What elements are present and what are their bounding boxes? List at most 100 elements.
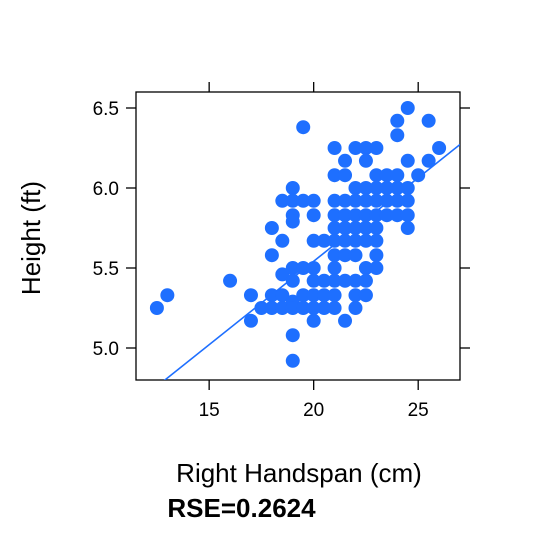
y-tick-label: 6.5 [93, 99, 119, 120]
data-point [338, 193, 353, 208]
data-point [296, 120, 311, 135]
data-point [379, 193, 394, 208]
data-point [275, 267, 290, 282]
data-point [358, 181, 373, 195]
data-point [264, 301, 279, 315]
rse-caption: RSE=0.2624 [0, 493, 537, 524]
data-point [379, 168, 394, 183]
data-point [369, 208, 384, 223]
data-point [306, 288, 321, 303]
data-point [369, 168, 384, 183]
y-tick-label: 5.5 [93, 259, 119, 280]
x-tick-label: 15 [199, 400, 220, 421]
data-point [432, 141, 447, 155]
y-axis-title: Height (ft) [16, 181, 46, 295]
data-point [348, 273, 363, 288]
data-point [390, 181, 405, 195]
data-point [254, 301, 269, 315]
data-point [306, 273, 321, 288]
data-point [369, 193, 384, 208]
data-point [338, 208, 353, 223]
data-point [275, 288, 290, 303]
data-point [358, 193, 373, 208]
data-point [348, 288, 363, 303]
data-point [306, 233, 321, 248]
data-point [338, 233, 353, 248]
data-point [369, 233, 384, 248]
data-point [390, 128, 405, 143]
data-point [358, 273, 373, 288]
data-point [296, 261, 311, 275]
data-point [285, 353, 300, 368]
data-point [264, 248, 279, 263]
data-point [338, 273, 353, 288]
data-point [358, 208, 373, 223]
data-point [285, 261, 300, 275]
data-point [306, 208, 321, 223]
data-point [327, 208, 342, 223]
data-point [327, 288, 342, 303]
data-point [390, 113, 405, 128]
data-point [327, 301, 342, 315]
data-point [358, 261, 373, 275]
data-point [285, 181, 300, 195]
data-point [317, 301, 332, 315]
data-point [275, 301, 290, 315]
data-point [327, 168, 342, 183]
data-point [358, 288, 373, 303]
rse-value: RSE=0.2624 [167, 493, 316, 523]
data-point [285, 273, 300, 288]
data-point [338, 248, 353, 263]
data-point [348, 301, 363, 315]
data-point [285, 193, 300, 208]
data-point [327, 221, 342, 235]
data-point [317, 288, 332, 303]
data-point [400, 153, 415, 168]
data-point [306, 313, 321, 328]
data-point [285, 328, 300, 343]
data-point [348, 141, 363, 155]
data-point [327, 233, 342, 248]
data-point [327, 261, 342, 275]
data-point [390, 193, 405, 208]
axis-ticks [126, 82, 470, 390]
data-point [338, 153, 353, 168]
plot-area [135, 91, 461, 381]
data-point [411, 168, 426, 183]
data-point [264, 288, 279, 303]
y-tick-label: 5.0 [93, 339, 119, 360]
data-point [223, 273, 238, 288]
data-point [369, 141, 384, 155]
data-point [390, 208, 405, 223]
data-point [369, 181, 384, 195]
data-point [264, 221, 279, 235]
data-point [348, 181, 363, 195]
data-point [296, 288, 311, 303]
data-point [338, 221, 353, 235]
data-point [400, 208, 415, 223]
data-point [400, 193, 415, 208]
data-point [348, 233, 363, 248]
data-point [369, 261, 384, 275]
data-point [149, 301, 164, 315]
data-point [358, 141, 373, 155]
data-point [285, 301, 300, 315]
x-tick-label: 20 [303, 400, 324, 421]
data-point [421, 113, 436, 128]
data-point [338, 313, 353, 328]
data-point [348, 248, 363, 263]
data-point [317, 273, 332, 288]
data-point [327, 248, 342, 263]
data-point [306, 261, 321, 275]
data-point [296, 301, 311, 315]
tick-labels: 15 20 25 5.0 5.5 6.0 6.5 [93, 99, 429, 421]
data-point [379, 181, 394, 195]
x-tick-label: 25 [408, 400, 429, 421]
data-point [285, 214, 300, 229]
data-point [400, 221, 415, 235]
data-point [275, 193, 290, 208]
data-point [400, 181, 415, 195]
data-point [243, 288, 258, 303]
data-point [348, 208, 363, 223]
